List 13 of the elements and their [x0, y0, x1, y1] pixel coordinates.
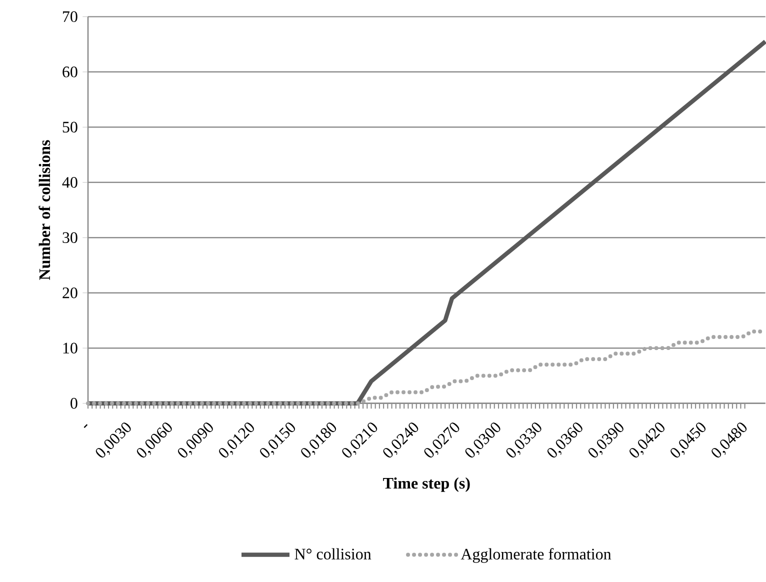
- y-tick-label: 40: [62, 176, 78, 188]
- legend-label: Agglomerate formation: [460, 548, 612, 563]
- y-tick-label: 30: [62, 232, 78, 244]
- y-tick-label: 50: [62, 122, 78, 133]
- x-axis-title: Time step (s): [383, 477, 470, 492]
- legend-label: N° collision: [294, 548, 372, 560]
- y-tick-label: 0: [70, 398, 78, 409]
- y-tick-label: 20: [62, 287, 78, 298]
- y-tick-label: 60: [62, 66, 78, 78]
- y-tick-label: 10: [63, 342, 78, 354]
- y-tick-label: 70: [63, 11, 78, 22]
- y-axis-title: Number of collisions: [38, 140, 50, 280]
- x-tick-label: -: [84, 424, 88, 428]
